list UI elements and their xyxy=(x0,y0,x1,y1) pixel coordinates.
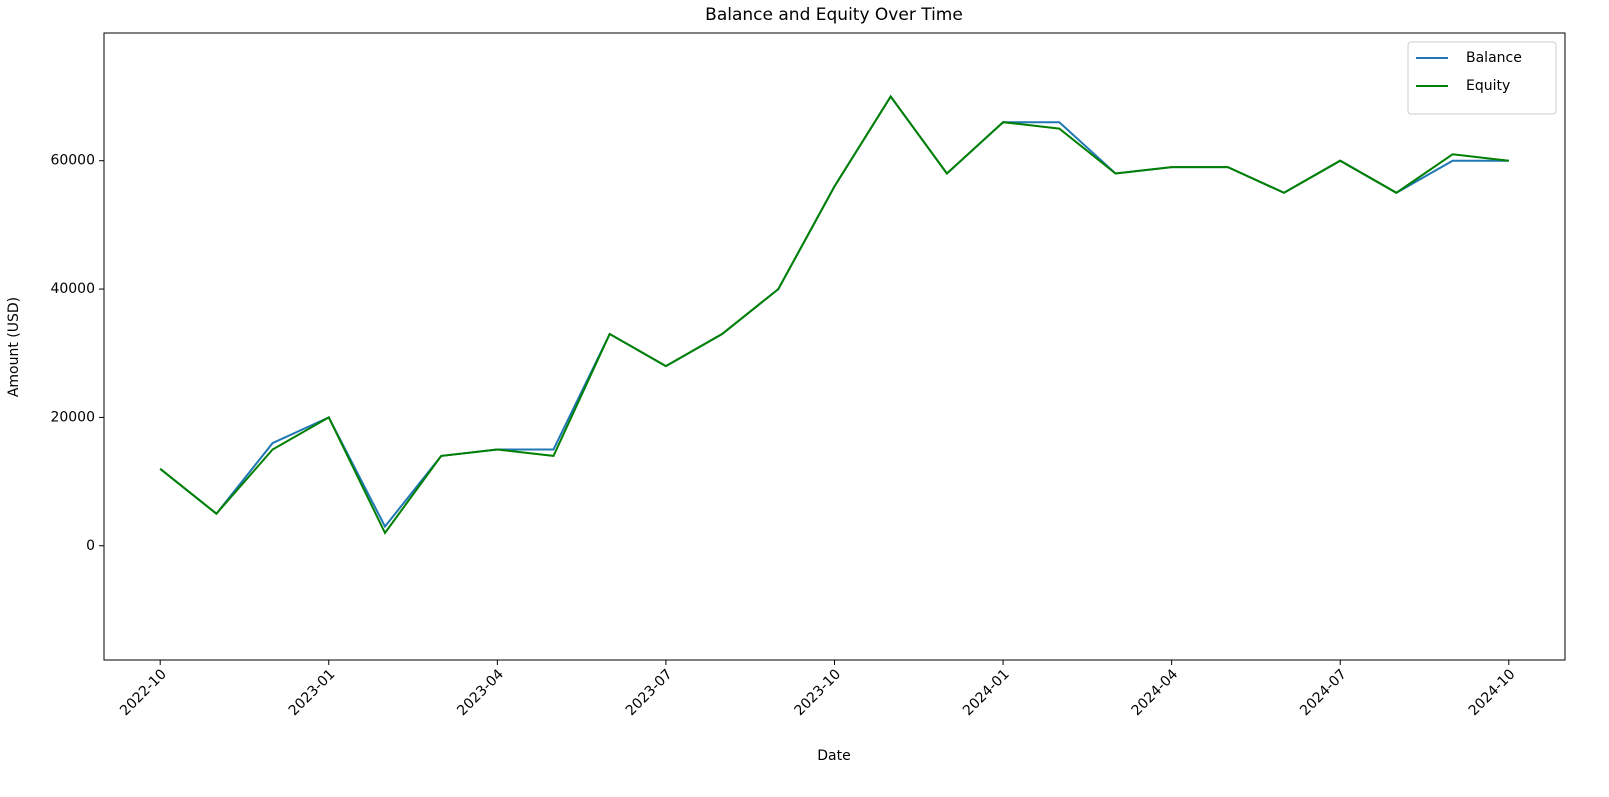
legend-label: Equity xyxy=(1466,78,1510,94)
x-axis-label: Date xyxy=(817,748,850,764)
x-tick-label: 2023-07 xyxy=(623,666,676,719)
x-tick-label: 2024-07 xyxy=(1297,666,1350,719)
y-tick-label: 40000 xyxy=(50,281,95,297)
x-tick-label: 2023-10 xyxy=(791,666,844,719)
legend-box xyxy=(1407,41,1557,115)
x-tick-label: 2023-04 xyxy=(454,666,507,719)
chart-title: Balance and Equity Over Time xyxy=(705,5,963,25)
y-axis-label: Amount (USD) xyxy=(6,297,22,397)
y-tick-label: 60000 xyxy=(50,153,95,169)
y-tick-label: 0 xyxy=(86,538,95,554)
x-tick-label: 2024-01 xyxy=(960,666,1013,719)
series-line xyxy=(159,94,1509,535)
legend-label: Balance xyxy=(1466,50,1522,66)
series-line xyxy=(159,94,1509,529)
x-tick-label: 2023-01 xyxy=(286,666,339,719)
x-tick-label: 2024-04 xyxy=(1129,666,1182,719)
y-tick-label: 20000 xyxy=(50,409,95,425)
plot-frame xyxy=(103,32,1566,661)
x-tick-label: 2022-10 xyxy=(117,666,170,719)
x-tick-label: 2024-10 xyxy=(1466,666,1519,719)
